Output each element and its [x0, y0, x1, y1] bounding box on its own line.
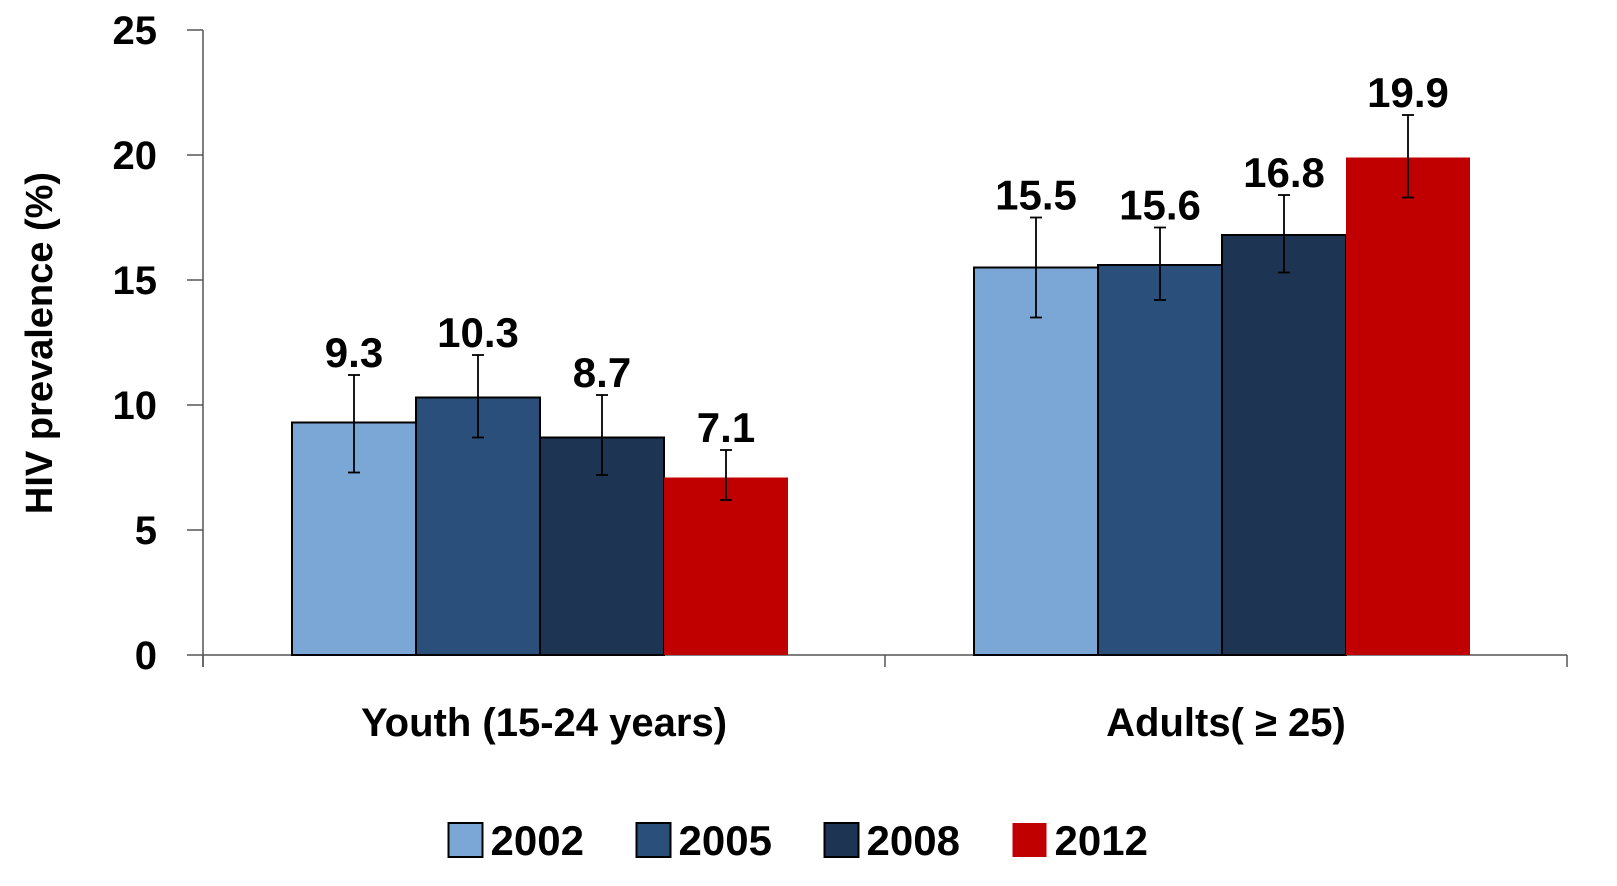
x-category-label: Youth (15-24 years) — [361, 701, 727, 745]
legend-label: 2002 — [491, 817, 584, 864]
data-label: 19.9 — [1367, 69, 1449, 116]
legend-swatch — [823, 822, 860, 858]
x-category-label: Adults( ≥ 25) — [1106, 701, 1346, 745]
legend-label: 2005 — [679, 817, 772, 864]
data-label: 15.6 — [1119, 182, 1201, 229]
bar — [1221, 234, 1347, 656]
data-label: 8.7 — [573, 349, 631, 396]
bar — [1097, 264, 1223, 656]
bar — [664, 477, 788, 655]
data-label: 10.3 — [437, 309, 519, 356]
bar — [973, 266, 1099, 656]
y-tick-label: 20 — [113, 134, 158, 178]
y-tick-label: 0 — [135, 634, 157, 678]
y-tick-label: 10 — [113, 384, 158, 428]
legend-label: 2012 — [1055, 817, 1148, 864]
y-tick-label: 25 — [113, 9, 158, 53]
data-label: 15.5 — [995, 172, 1077, 219]
y-tick-label: 5 — [135, 509, 157, 553]
y-tick-label: 15 — [113, 259, 158, 303]
bars — [291, 114, 1470, 656]
data-label: 9.3 — [325, 329, 383, 376]
legend-label: 2008 — [867, 817, 960, 864]
bar — [1346, 157, 1470, 655]
bar — [415, 396, 541, 656]
axes: 0 5 10 15 20 25 Youth (15-24 years) Adults( ≥ 2… — [113, 9, 1568, 745]
data-label: 7.1 — [697, 404, 755, 451]
legend-swatch — [635, 822, 672, 858]
data-label: 16.8 — [1243, 149, 1325, 196]
data-labels: 9.3 10.3 8.7 7.1 15.5 15.6 16.8 19.9 — [325, 69, 1449, 451]
legend-swatch — [1012, 823, 1047, 857]
legend-swatch — [447, 822, 484, 858]
y-axis-title: HIV prevalence (%) — [19, 172, 61, 514]
legend: 2002 2005 2008 2012 — [447, 817, 1148, 864]
